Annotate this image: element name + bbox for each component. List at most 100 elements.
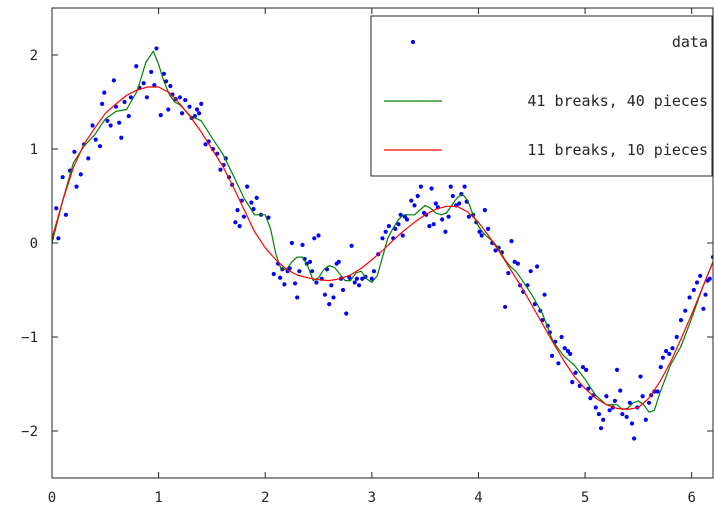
data-point [128, 95, 133, 100]
data-point [683, 308, 688, 313]
data-point [93, 137, 98, 142]
data-point [380, 236, 385, 241]
data-point [393, 226, 398, 231]
series-line-2 [52, 86, 713, 410]
data-point [618, 388, 623, 393]
data-point [580, 364, 586, 370]
data-point [282, 282, 287, 287]
data-point [177, 95, 183, 100]
data-point [596, 411, 602, 417]
data-point [74, 184, 79, 189]
data-point [400, 233, 405, 238]
data-point [586, 386, 591, 391]
data-point [249, 200, 254, 205]
data-point [620, 411, 625, 417]
data-point [360, 276, 365, 281]
data-point [111, 78, 116, 83]
data-point [102, 90, 107, 95]
data-point [179, 111, 185, 116]
data-point [573, 370, 578, 375]
data-point [203, 142, 208, 147]
data-point [655, 389, 660, 394]
data-point [369, 276, 374, 281]
data-point [663, 349, 669, 354]
data-point [485, 226, 491, 231]
y-tick-label: 1 [30, 142, 38, 158]
data-point [427, 223, 432, 229]
data-point [698, 273, 703, 278]
data-point [674, 334, 679, 340]
data-point [415, 193, 420, 199]
data-point [233, 220, 238, 225]
data-point [56, 236, 61, 241]
data-point [670, 346, 675, 351]
data-point [354, 276, 360, 281]
data-point [254, 195, 259, 200]
data-point [113, 104, 119, 109]
data-point [86, 156, 91, 161]
data-point [297, 269, 302, 274]
data-point [643, 417, 648, 422]
data-point [446, 214, 451, 219]
data-point [371, 269, 377, 274]
legend-marker-data [410, 39, 416, 45]
y-tick-label: −2 [21, 424, 38, 440]
data-point [515, 261, 520, 266]
data-point [443, 229, 448, 234]
data-point [278, 275, 283, 280]
data-point [292, 281, 298, 286]
data-point [144, 95, 149, 100]
data-point [506, 270, 511, 276]
x-tick-label: 2 [261, 490, 269, 506]
data-point [604, 394, 609, 399]
data-point [295, 295, 300, 300]
legend-label: 41 breaks, 40 pieces [527, 92, 708, 110]
legend-label: 11 breaks, 10 pieces [527, 141, 708, 159]
data-point [97, 144, 103, 149]
data-point [241, 214, 247, 219]
data-point [327, 302, 332, 307]
data-point [542, 292, 547, 297]
data-point [462, 184, 467, 189]
data-point [627, 400, 632, 405]
data-point [448, 184, 453, 189]
data-point [658, 364, 663, 370]
data-point [493, 248, 498, 253]
x-tick-label: 3 [368, 490, 376, 506]
data-point [105, 118, 110, 123]
data-point [187, 104, 192, 109]
data-point [562, 346, 567, 351]
data-point [78, 172, 83, 177]
data-point [640, 394, 645, 399]
data-point [429, 186, 434, 191]
data-point [356, 283, 362, 288]
data-point [404, 217, 410, 222]
plot-series-area [52, 46, 713, 441]
data-point [194, 107, 200, 112]
data-point [503, 304, 508, 310]
data-point [134, 64, 139, 69]
data-point [383, 229, 388, 234]
data-point [512, 259, 517, 264]
data-point [482, 208, 487, 213]
data-point [409, 198, 414, 203]
data-point [598, 426, 604, 431]
data-point [638, 374, 643, 379]
x-tick-label: 5 [581, 490, 589, 506]
data-point [266, 215, 271, 220]
data-point [707, 276, 712, 281]
data-point [646, 400, 652, 405]
y-tick-label: −1 [21, 330, 38, 346]
data-point [549, 353, 555, 358]
data-point [691, 287, 696, 293]
data-point [312, 236, 317, 241]
data-point [90, 123, 95, 128]
data-point [340, 287, 346, 293]
x-tick-label: 4 [474, 490, 482, 506]
data-point [344, 311, 349, 316]
axis-ticks: 0 1 2 3 4 5 6 −2 −1 0 1 2 [21, 8, 713, 506]
data-point [660, 355, 665, 360]
data-point [624, 414, 629, 419]
data-point [678, 317, 684, 323]
